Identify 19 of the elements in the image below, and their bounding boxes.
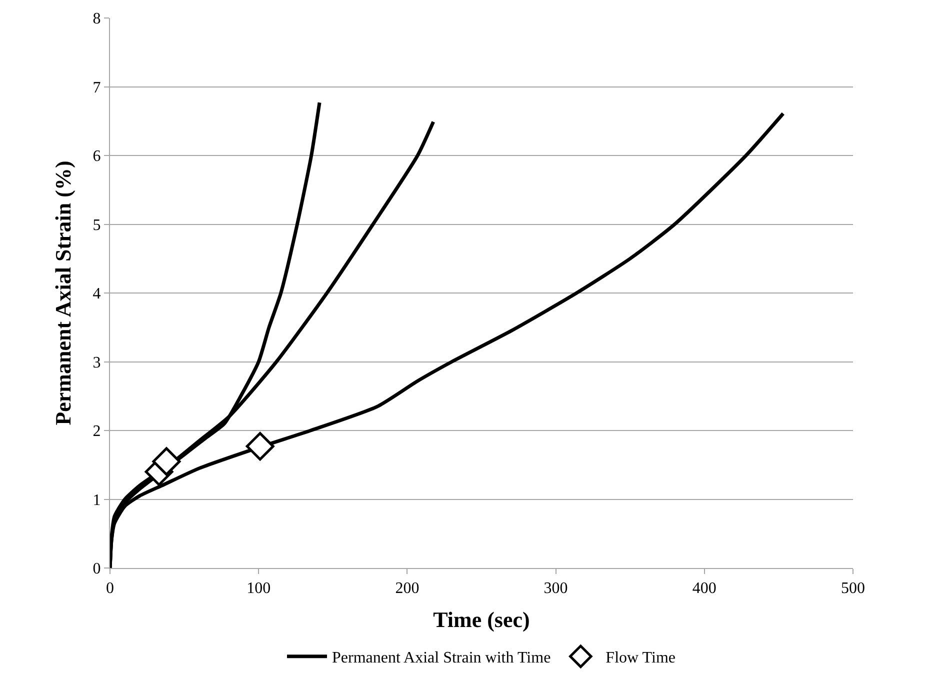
y-tick-label: 3: [92, 354, 101, 372]
x-tick-label: 200: [395, 580, 420, 598]
y-tick-label: 2: [92, 423, 101, 440]
legend-label: Permanent Axial Strain with Time: [332, 650, 551, 667]
x-tick-label: 500: [841, 580, 865, 598]
y-axis-title: Permanent Axial Strain (%): [50, 160, 76, 426]
y-tick-label: 8: [92, 10, 101, 28]
x-tick-label: 400: [692, 580, 716, 598]
y-tick-label: 7: [92, 79, 101, 96]
x-tick-label: 300: [544, 580, 568, 598]
x-axis-title: Time (sec): [433, 607, 530, 632]
y-tick-label: 6: [92, 148, 101, 166]
y-tick-label: 4: [92, 286, 101, 303]
y-tick-label: 5: [92, 216, 101, 234]
x-tick-label: 100: [246, 580, 271, 598]
y-tick-label: 0: [92, 560, 101, 578]
y-tick-label: 1: [92, 492, 101, 509]
x-tick-label: 0: [106, 580, 114, 598]
legend-label: Flow Time: [606, 650, 676, 667]
